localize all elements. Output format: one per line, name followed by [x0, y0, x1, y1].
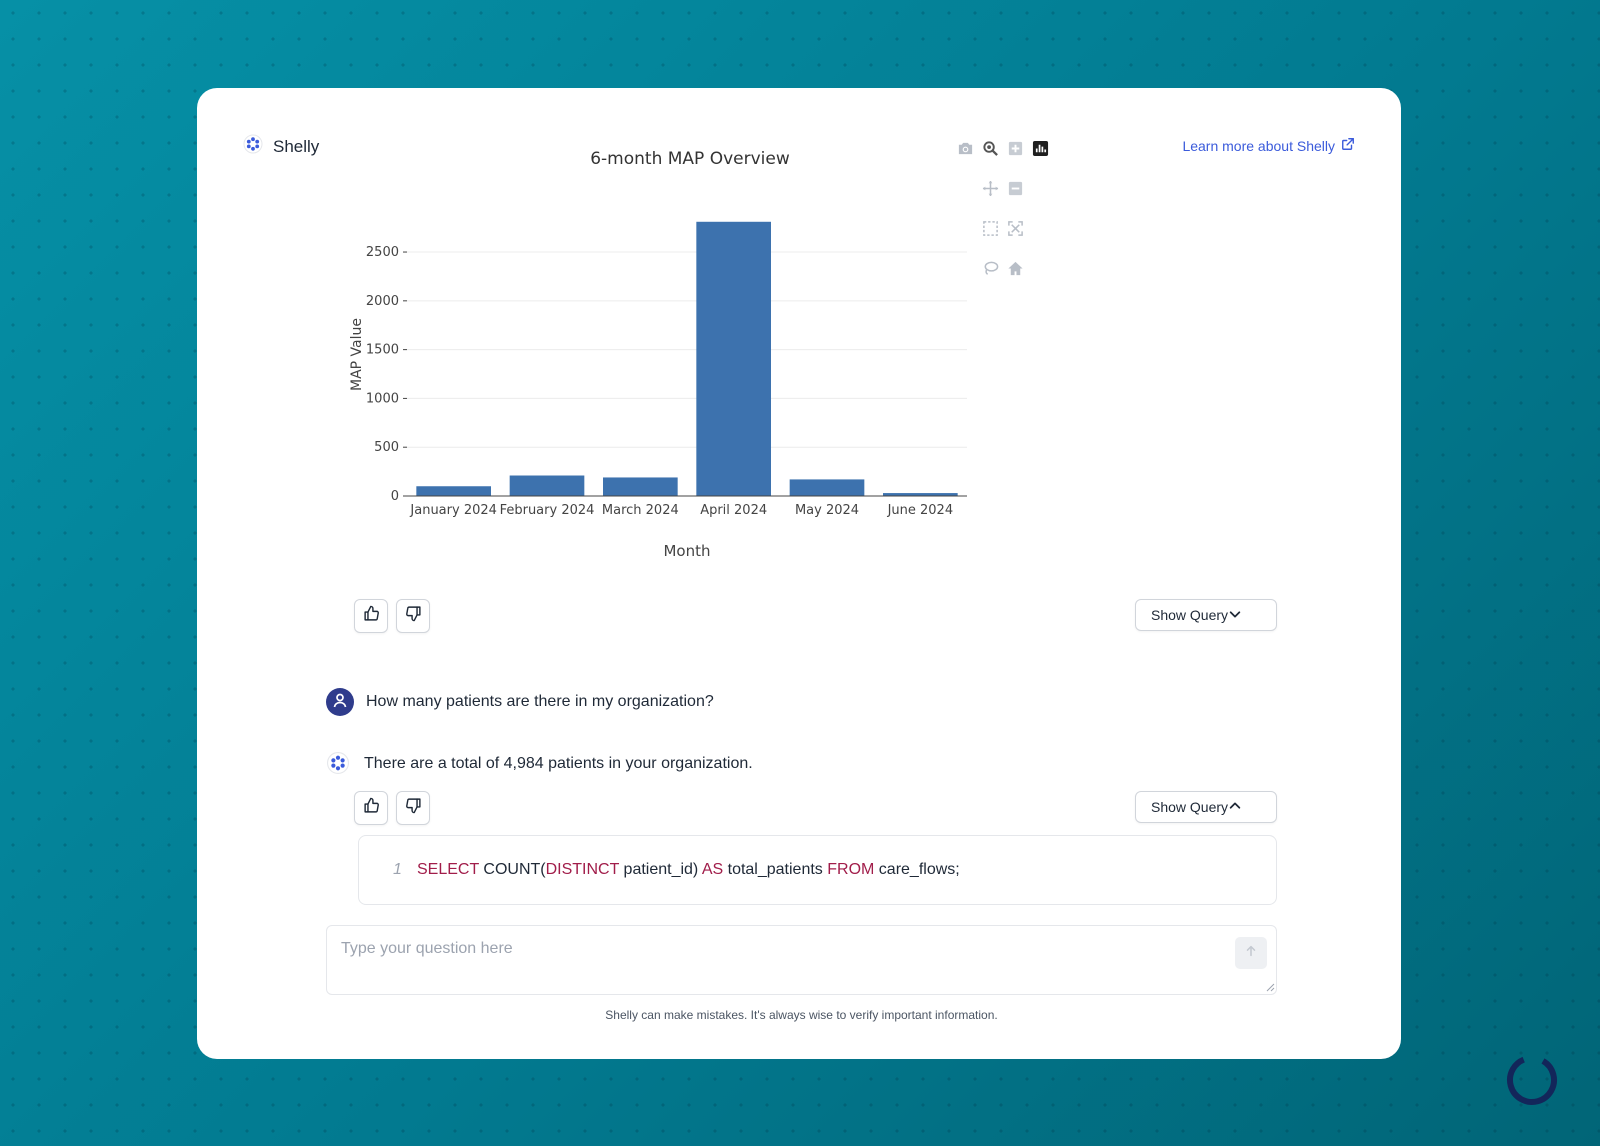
- bar[interactable]: [509, 475, 585, 496]
- sql-text: patient_id): [619, 861, 702, 878]
- question-input[interactable]: [326, 925, 1277, 995]
- loading-spinner-icon: [1507, 1055, 1557, 1105]
- y-tick-label: 500: [374, 440, 399, 455]
- sql-code-block: 1 SELECT COUNT(DISTINCT patient_id) AS t…: [358, 835, 1277, 905]
- shelly-logo-icon: [325, 750, 351, 776]
- arrow-up-icon: [1244, 944, 1258, 963]
- external-link-icon: [1341, 137, 1355, 154]
- x-tick-label: January 2024: [409, 503, 497, 518]
- chat-card: Shelly Learn more about Shelly 6-month M…: [197, 88, 1401, 1059]
- bar[interactable]: [883, 493, 958, 496]
- sql-text: care_flows;: [874, 861, 960, 878]
- reset-axes-icon[interactable]: [1005, 258, 1025, 278]
- camera-icon[interactable]: [955, 138, 975, 158]
- autoscale-icon[interactable]: [1005, 218, 1025, 238]
- bar[interactable]: [789, 479, 865, 496]
- y-axis-label: MAP Value: [349, 318, 365, 391]
- show-query-label: Show Query: [1151, 799, 1229, 815]
- thumbs-down-button[interactable]: [396, 791, 430, 825]
- send-button[interactable]: [1235, 937, 1267, 969]
- box-select-icon[interactable]: [980, 218, 1000, 238]
- y-tick-label: 2500: [366, 245, 399, 260]
- show-query-label: Show Query: [1151, 607, 1229, 623]
- bar[interactable]: [696, 221, 771, 496]
- x-tick-label: May 2024: [795, 503, 859, 518]
- y-tick-label: 1500: [366, 343, 399, 358]
- chart-title: 6-month MAP Overview: [590, 149, 790, 169]
- show-query-button[interactable]: Show Query: [1135, 791, 1277, 823]
- x-axis-label: Month: [663, 542, 710, 560]
- thumbs-down-icon: [405, 797, 422, 819]
- x-tick-label: June 2024: [887, 503, 954, 518]
- thumbs-down-button[interactable]: [396, 599, 430, 633]
- chevron-up-icon: [1228, 799, 1242, 816]
- bar[interactable]: [416, 486, 491, 496]
- user-icon: [332, 692, 348, 713]
- bar-chart[interactable]: 0 500 1000 1500 2000 2500 January 2024 February…: [337, 198, 997, 658]
- sql-keyword: SELECT: [417, 861, 479, 878]
- zoom-icon[interactable]: [980, 138, 1000, 158]
- thumbs-up-icon: [363, 605, 380, 627]
- thumbs-up-button[interactable]: [354, 791, 388, 825]
- shelly-logo-icon: [243, 134, 263, 159]
- learn-more-label: Learn more about Shelly: [1182, 137, 1335, 154]
- zoom-out-icon[interactable]: [1005, 178, 1025, 198]
- plotly-logo-icon[interactable]: [1030, 138, 1050, 158]
- y-tick-label: 0: [391, 489, 399, 504]
- sql-keyword: AS: [701, 861, 724, 878]
- user-question: How many patients are there in my organi…: [366, 693, 714, 710]
- app-name: Shelly: [273, 136, 320, 156]
- line-number: 1: [393, 861, 402, 878]
- show-query-button[interactable]: Show Query: [1135, 599, 1277, 631]
- chevron-down-icon: [1228, 607, 1242, 624]
- lasso-icon[interactable]: [980, 258, 1000, 278]
- x-tick-label: April 2024: [700, 503, 767, 518]
- pan-icon[interactable]: [980, 178, 1000, 198]
- learn-more-link[interactable]: Learn more about Shelly: [1182, 137, 1355, 154]
- y-tick-label: 2000: [366, 294, 399, 309]
- sql-keyword: FROM: [827, 861, 875, 878]
- disclaimer: Shelly can make mistakes. It's always wi…: [605, 1008, 998, 1022]
- sql-keyword: DISTINCT: [545, 861, 620, 878]
- y-tick-label: 1000: [366, 391, 399, 406]
- thumbs-up-icon: [363, 797, 380, 819]
- bar[interactable]: [603, 477, 678, 496]
- brand: Shelly: [243, 134, 319, 159]
- resize-handle-icon[interactable]: [1265, 982, 1275, 992]
- bot-answer: There are a total of 4,984 patients in y…: [364, 755, 753, 772]
- x-tick-label: March 2024: [602, 503, 679, 518]
- user-avatar: [326, 688, 354, 716]
- sql-text: COUNT(: [478, 861, 546, 878]
- thumbs-down-icon: [405, 605, 422, 627]
- sql-line: SELECT COUNT(DISTINCT patient_id) AS tot…: [417, 861, 960, 879]
- zoom-in-icon[interactable]: [1005, 138, 1025, 158]
- thumbs-up-button[interactable]: [354, 599, 388, 633]
- sql-text: total_patients: [723, 861, 828, 878]
- x-tick-label: February 2024: [500, 503, 595, 518]
